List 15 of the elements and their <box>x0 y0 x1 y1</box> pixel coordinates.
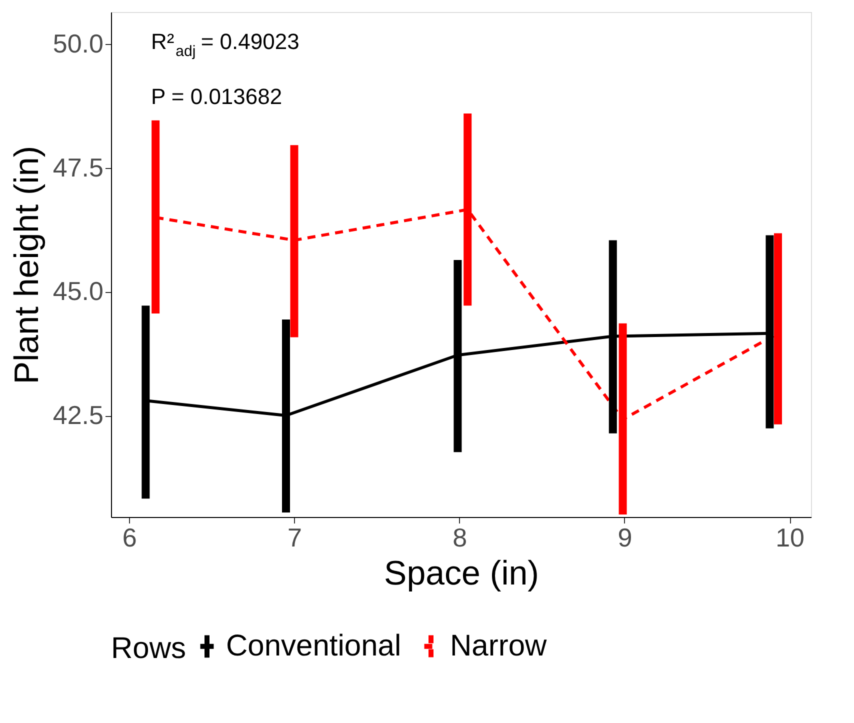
annotation: P = 0.013682 <box>151 84 282 109</box>
y-axis-title: Plant height (in) <box>8 146 46 384</box>
legend-label: Conventional <box>226 629 402 662</box>
x-tick-label: 9 <box>618 522 632 552</box>
x-tick-label: 6 <box>122 522 137 552</box>
y-tick-label: 47.5 <box>52 152 104 182</box>
y-tick-label: 45.0 <box>52 276 104 306</box>
x-tick-label: 10 <box>776 522 804 552</box>
legend-title: Rows <box>111 632 186 665</box>
y-tick-label: 42.5 <box>52 400 104 430</box>
x-tick-label: 7 <box>288 522 302 552</box>
x-axis-title: Space (in) <box>384 554 539 592</box>
y-tick-label: 50.0 <box>52 28 104 59</box>
legend-label: Narrow <box>450 629 548 662</box>
x-tick-label: 8 <box>452 522 468 552</box>
